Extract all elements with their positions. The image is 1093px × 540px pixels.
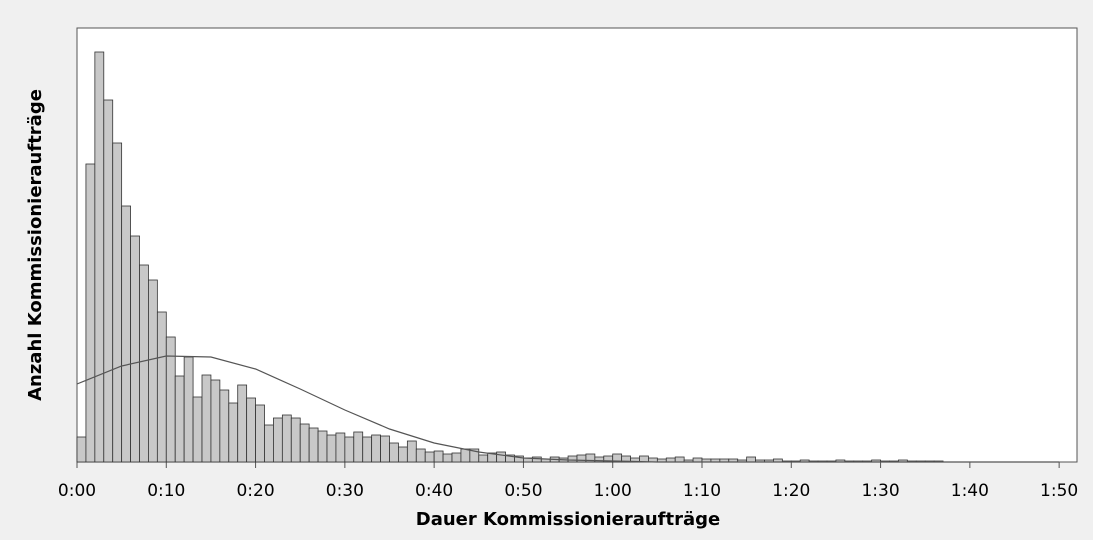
bar	[398, 446, 408, 463]
bar	[237, 384, 248, 463]
bar	[531, 456, 542, 463]
bar	[406, 440, 417, 463]
fit-curve	[76, 355, 1060, 463]
x-tick-label: 1:10	[683, 481, 721, 501]
bar	[496, 451, 506, 463]
x-tick-label: 0:30	[326, 481, 364, 501]
bar	[424, 451, 435, 463]
x-tick-label: 1:00	[594, 481, 632, 501]
x-tick-label: 1:30	[861, 481, 899, 501]
bar	[85, 163, 96, 463]
bar	[94, 51, 105, 463]
x-tick-label: 0:20	[236, 481, 274, 501]
bar	[674, 456, 685, 463]
bar	[112, 142, 123, 463]
bar	[389, 442, 399, 463]
bar	[255, 404, 265, 463]
bar	[103, 99, 114, 463]
bar	[460, 448, 471, 463]
bar	[228, 402, 239, 463]
bar	[478, 454, 489, 463]
bar	[362, 436, 373, 463]
bar	[326, 434, 337, 463]
bar	[148, 279, 158, 463]
bar	[567, 455, 578, 463]
x-tick-label: 0:50	[504, 481, 542, 501]
x-axis-label: Dauer Kommissionieraufträge	[416, 509, 720, 530]
bar	[433, 450, 444, 463]
bar	[335, 432, 346, 463]
bar	[353, 431, 364, 463]
bar	[183, 356, 194, 463]
bar	[130, 235, 140, 463]
bar	[156, 311, 167, 463]
bar	[290, 417, 301, 463]
bar	[174, 375, 185, 463]
bar	[210, 379, 221, 463]
bar	[264, 424, 274, 463]
x-tick-label: 1:20	[772, 481, 810, 501]
x-tick-label: 1:50	[1040, 481, 1078, 501]
bar	[344, 436, 355, 463]
bar	[371, 434, 381, 463]
bar	[219, 389, 230, 463]
bar	[415, 448, 426, 463]
bar	[281, 414, 292, 463]
bar	[317, 430, 328, 463]
y-axis-label: Anzahl Kommissionieraufträge	[25, 89, 46, 401]
bar	[201, 374, 212, 463]
bar	[273, 417, 283, 463]
bar	[746, 456, 756, 463]
bar	[451, 452, 462, 463]
x-tick-label: 0:00	[58, 481, 96, 501]
bar	[139, 264, 149, 463]
bar	[192, 396, 203, 463]
bar	[76, 436, 87, 463]
bar	[299, 423, 310, 463]
bar	[308, 427, 319, 463]
bar	[442, 453, 453, 463]
x-tick-label: 1:40	[951, 481, 989, 501]
bar	[380, 435, 390, 463]
bar	[121, 205, 131, 463]
x-tick-label: 0:10	[147, 481, 185, 501]
x-tick-label: 0:40	[415, 481, 453, 501]
bar	[246, 397, 256, 463]
